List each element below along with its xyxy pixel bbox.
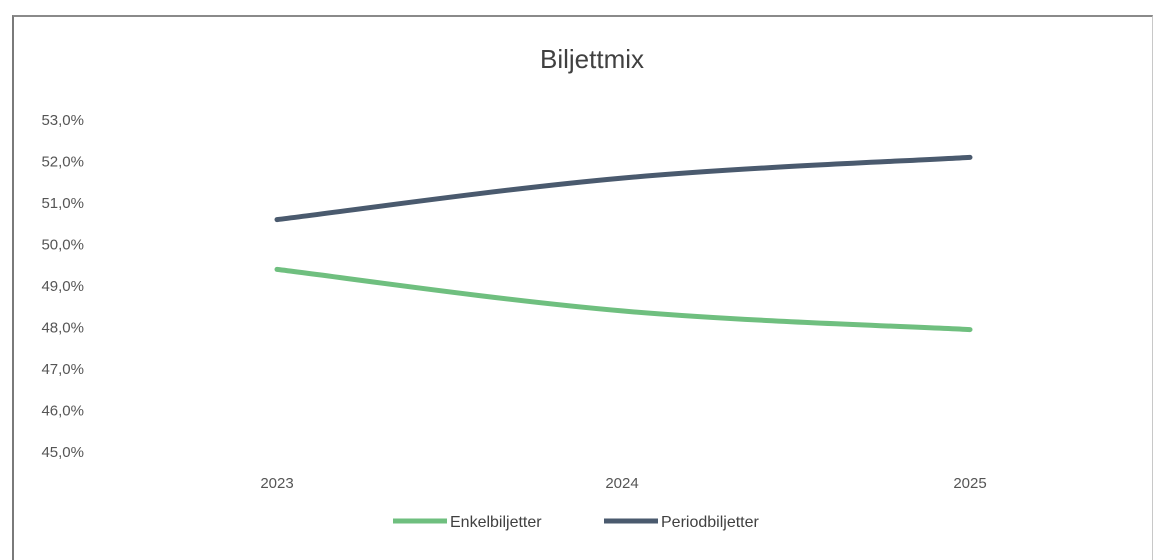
chart-title: Biljettmix bbox=[540, 44, 644, 74]
y-tick-label: 51,0% bbox=[41, 195, 84, 212]
series-line-periodbiljetter bbox=[277, 157, 970, 219]
series-lines bbox=[277, 157, 970, 329]
legend-label: Enkelbiljetter bbox=[450, 514, 542, 531]
y-tick-label: 49,0% bbox=[41, 278, 84, 295]
series-line-enkelbiljetter bbox=[277, 269, 970, 329]
x-tick-label: 2023 bbox=[260, 475, 293, 492]
legend-label: Periodbiljetter bbox=[661, 514, 760, 531]
x-tick-label: 2025 bbox=[953, 475, 986, 492]
y-tick-label: 48,0% bbox=[41, 320, 84, 337]
legend: Enkelbiljetter Periodbiljetter bbox=[393, 514, 760, 531]
y-tick-label: 52,0% bbox=[41, 154, 84, 171]
y-tick-label: 53,0% bbox=[41, 112, 84, 129]
y-tick-label: 45,0% bbox=[41, 444, 84, 461]
y-tick-label: 47,0% bbox=[41, 361, 84, 378]
y-axis-ticks: 45,0% 46,0% 47,0% 48,0% 49,0% 50,0% 51,0% 52,0%… bbox=[41, 112, 84, 461]
x-axis-ticks: 2023 2024 2025 bbox=[260, 475, 986, 492]
x-tick-label: 2024 bbox=[605, 475, 638, 492]
y-tick-label: 46,0% bbox=[41, 403, 84, 420]
y-tick-label: 50,0% bbox=[41, 237, 84, 254]
